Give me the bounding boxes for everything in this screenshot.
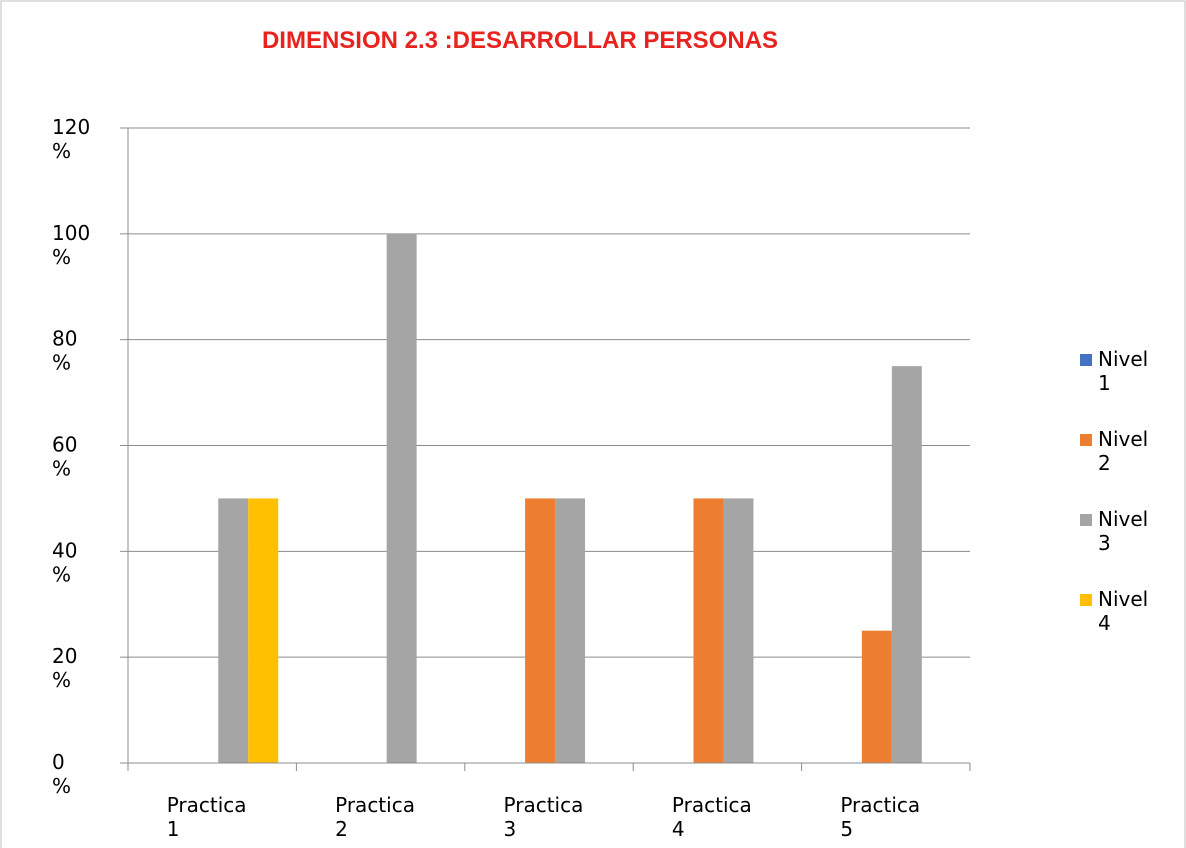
y-tick-label: 20% <box>52 644 77 692</box>
x-tick-label: Practica 4 <box>672 793 752 841</box>
bar <box>861 630 892 763</box>
chart-title: DIMENSION 2.3 :DESARROLLAR PERSONAS <box>262 27 778 54</box>
x-tick-label: Practica 5 <box>840 793 920 841</box>
legend-label: Nivel 1 <box>1098 347 1148 395</box>
y-tick-label: 80% <box>52 327 77 375</box>
bar <box>891 366 922 763</box>
bar <box>386 233 417 764</box>
y-tick-label: 120% <box>52 115 90 163</box>
bar <box>248 498 279 763</box>
bar <box>525 498 556 763</box>
bar <box>218 498 249 763</box>
legend-label: Nivel 3 <box>1098 507 1148 555</box>
legend-swatch <box>1080 514 1092 526</box>
legend-label: Nivel 4 <box>1098 587 1148 635</box>
legend-swatch <box>1080 354 1092 366</box>
x-tick-label: Practica 1 <box>167 793 247 841</box>
x-tick-label: Practica 3 <box>504 793 584 841</box>
y-tick-label: 40% <box>52 538 77 586</box>
y-tick-label: 60% <box>52 433 77 481</box>
legend-label: Nivel 2 <box>1098 427 1148 475</box>
legend-swatch <box>1080 434 1092 446</box>
bar <box>693 498 724 763</box>
bar <box>555 498 586 763</box>
bar <box>723 498 754 763</box>
y-tick-label: 100% <box>52 221 90 269</box>
x-tick-label: Practica 2 <box>335 793 415 841</box>
y-tick-label: 0% <box>52 750 71 798</box>
legend-swatch <box>1080 594 1092 606</box>
